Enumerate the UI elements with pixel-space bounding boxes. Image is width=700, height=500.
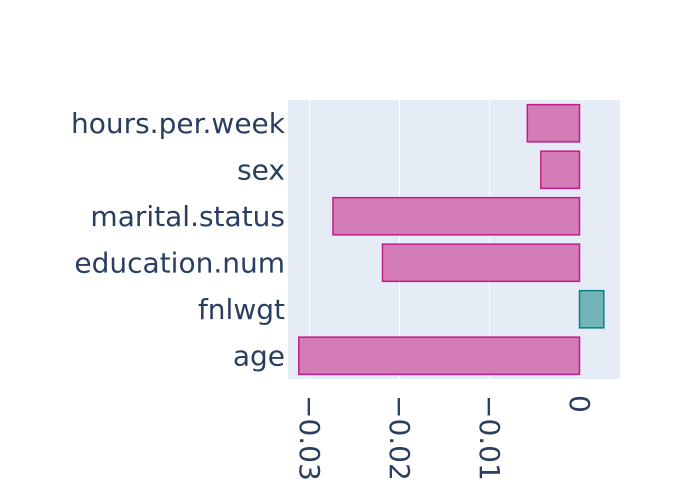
bar-age	[298, 336, 581, 376]
x-axis-tick-labels: −0.03 −0.02 −0.01 0	[293, 395, 596, 481]
bar-sex	[540, 150, 581, 190]
y-tick-label: education.num	[74, 246, 285, 279]
y-axis-tick-labels: hours.per.week sex marital.status education…	[71, 107, 286, 373]
y-tick-label: age	[233, 339, 285, 372]
x-tick-label: −0.01	[473, 395, 506, 481]
y-tick-label: marital.status	[90, 200, 285, 233]
gridlines	[309, 100, 491, 379]
x-tick-label: −0.03	[293, 395, 326, 481]
x-tick-label: −0.02	[383, 395, 416, 481]
bar-hours-per-week	[526, 103, 581, 143]
bar-education-num	[381, 243, 581, 283]
bars	[298, 103, 605, 376]
y-tick-label: hours.per.week	[71, 107, 286, 140]
y-tick-label: fnlwgt	[198, 293, 285, 326]
bar-marital-status	[332, 196, 581, 236]
plot-area	[288, 100, 620, 379]
x-tick-label: 0	[563, 395, 596, 413]
bar-fnlwgt	[578, 289, 605, 329]
y-tick-label: sex	[237, 153, 285, 186]
